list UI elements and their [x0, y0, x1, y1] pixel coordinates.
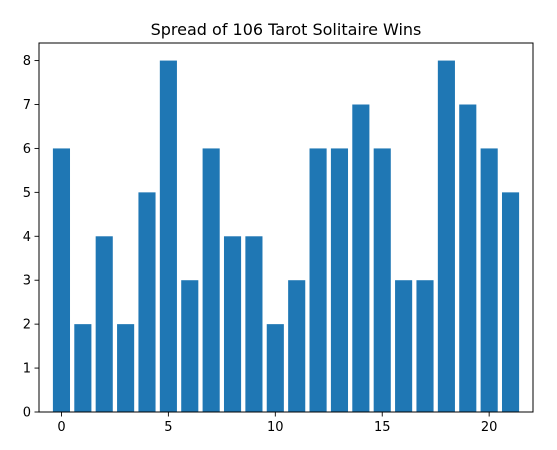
bar-11	[288, 280, 305, 412]
plot-frame	[39, 43, 533, 412]
x-axis: 0 5 10 15 20	[57, 412, 497, 435]
bar-1	[74, 324, 91, 412]
y-tick-label: 7	[23, 98, 31, 113]
bar-18	[438, 61, 455, 412]
y-tick-label: 4	[23, 230, 31, 245]
bar-4	[138, 192, 155, 412]
bar-20	[481, 148, 498, 412]
bar-9	[245, 236, 262, 412]
y-tick-label: 3	[23, 274, 31, 289]
y-tick-label: 1	[23, 362, 31, 377]
x-tick-label: 15	[374, 420, 391, 435]
bar-2	[96, 236, 113, 412]
bar-7	[203, 148, 220, 412]
x-tick-label: 20	[481, 420, 498, 435]
bar-14	[352, 105, 369, 413]
bar-3	[117, 324, 134, 412]
x-tick-label: 10	[267, 420, 284, 435]
bar-12	[310, 148, 327, 412]
bars-group	[53, 61, 519, 412]
x-tick-label: 5	[164, 420, 172, 435]
bar-10	[267, 324, 284, 412]
y-tick-label: 0	[23, 406, 31, 421]
bar-15	[374, 148, 391, 412]
chart-title: Spread of 106 Tarot Solitaire Wins	[151, 20, 422, 39]
bar-6	[181, 280, 198, 412]
bar-16	[395, 280, 412, 412]
y-tick-label: 2	[23, 318, 31, 333]
bar-5	[160, 61, 177, 412]
x-tick-label: 0	[57, 420, 65, 435]
y-tick-label: 8	[23, 54, 31, 69]
y-tick-label: 5	[23, 186, 31, 201]
bar-19	[459, 105, 476, 413]
y-axis: 0 1 2 3 4 5 6 7 8	[23, 54, 39, 420]
bar-0	[53, 148, 70, 412]
bar-21	[502, 192, 519, 412]
bar-17	[416, 280, 433, 412]
bar-8	[224, 236, 241, 412]
y-tick-label: 6	[23, 142, 31, 157]
bar-13	[331, 148, 348, 412]
